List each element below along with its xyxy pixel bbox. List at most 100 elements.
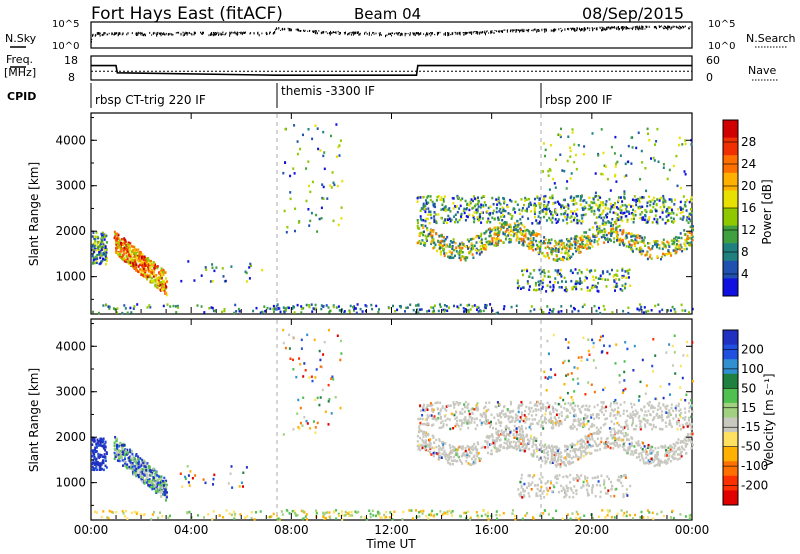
echo-cell: [123, 246, 126, 250]
nsky-point: [218, 34, 220, 36]
nsky-point: [107, 33, 109, 36]
echo-cell: [149, 479, 152, 483]
echo-cell: [592, 275, 595, 278]
echo-cell: [660, 255, 663, 259]
nsky-point: [679, 27, 681, 30]
colorbar-swatch: [723, 278, 738, 297]
nsky-point: [96, 32, 98, 35]
echo-cell: [552, 286, 555, 289]
echo-cell: [160, 271, 162, 274]
power-y-label: Slant Range [km]: [27, 162, 41, 266]
echo-cell: [348, 310, 351, 314]
echo-cell: [684, 244, 687, 248]
echo-cell: [610, 232, 613, 235]
nsky-point: [612, 27, 614, 29]
y-tick-label: 4000: [55, 133, 86, 147]
echo-cell: [635, 451, 638, 454]
echo-cell: [573, 443, 576, 447]
echo-cell: [104, 445, 107, 448]
echo-cell: [422, 202, 425, 206]
echo-cell: [97, 452, 100, 456]
echo-cell: [609, 446, 612, 450]
echo-cell: [623, 441, 626, 445]
echo-cell: [655, 451, 658, 455]
echo-cell: [628, 241, 631, 244]
echo-cell: [136, 463, 138, 466]
echo-cell: [557, 455, 560, 458]
nsky-point: [644, 28, 646, 30]
echo-cell: [654, 240, 657, 243]
echo-cell: [180, 279, 183, 283]
echo-cell: [617, 207, 620, 210]
nsky-point: [640, 27, 642, 30]
echo-cell: [95, 261, 98, 264]
echo-cell: [147, 465, 150, 469]
nsky-point: [300, 30, 302, 32]
echo-cell: [422, 435, 425, 438]
echo-cell: [609, 202, 612, 206]
echo-cell: [101, 254, 104, 257]
echo-cell: [166, 303, 169, 306]
echo-cell: [91, 438, 94, 442]
echo-cell: [497, 200, 499, 203]
nsky-point: [210, 33, 212, 35]
echo-cell: [438, 243, 441, 246]
echo-cell: [445, 452, 447, 455]
echo-cell: [676, 458, 679, 461]
nsky-point: [288, 29, 290, 32]
echo-cell: [113, 457, 116, 461]
echo-cell: [538, 283, 540, 287]
echo-cell: [129, 448, 131, 452]
echo-cell: [648, 218, 650, 221]
echo-cell: [560, 212, 563, 216]
echo-cell: [624, 448, 627, 452]
echo-cell: [605, 440, 607, 444]
echo-cell: [627, 272, 630, 275]
echo-cell: [613, 442, 615, 446]
echo-cell: [572, 218, 575, 222]
nsky-point: [445, 33, 446, 36]
echo-cell: [582, 440, 585, 443]
echo-cell: [209, 280, 212, 283]
echo-cell: [550, 212, 553, 216]
nsky-point: [568, 27, 570, 31]
echo-cell: [565, 187, 568, 190]
nsky-point: [352, 31, 354, 33]
echo-cell: [136, 474, 139, 477]
echo-cell: [563, 289, 566, 292]
echo-cell: [649, 248, 652, 251]
echo-cell: [585, 437, 588, 440]
echo-cell: [596, 430, 599, 433]
nsky-point: [655, 26, 657, 29]
echo-cell: [416, 440, 419, 443]
nsky-point: [567, 28, 568, 30]
echo-cell: [453, 304, 455, 308]
echo-cell: [442, 443, 445, 446]
echo-cell: [527, 217, 530, 220]
echo-cell: [639, 196, 642, 200]
nsky-point: [276, 28, 278, 30]
echo-cell: [636, 234, 639, 237]
echo-cell: [165, 291, 168, 295]
echo-cell: [460, 256, 462, 260]
echo-cell: [521, 273, 524, 277]
echo-cell: [294, 207, 297, 210]
echo-cell: [558, 286, 561, 289]
colorbar-tick-label: 16: [741, 201, 756, 215]
echo-cell: [478, 459, 481, 462]
echo-cell: [140, 273, 143, 276]
echo-cell: [677, 247, 680, 250]
nsky-point: [455, 32, 457, 35]
echo-cell: [616, 442, 619, 445]
echo-cell: [91, 437, 94, 440]
echo-cell: [102, 455, 104, 458]
echo-cell: [548, 188, 551, 191]
echo-cell: [431, 234, 434, 237]
echo-cell: [470, 451, 473, 455]
echo-cell: [252, 309, 255, 313]
echo-cell: [630, 205, 632, 208]
echo-cell: [560, 243, 563, 246]
echo-cell: [234, 303, 237, 307]
echo-cell: [562, 256, 565, 259]
echo-cell: [635, 146, 638, 150]
